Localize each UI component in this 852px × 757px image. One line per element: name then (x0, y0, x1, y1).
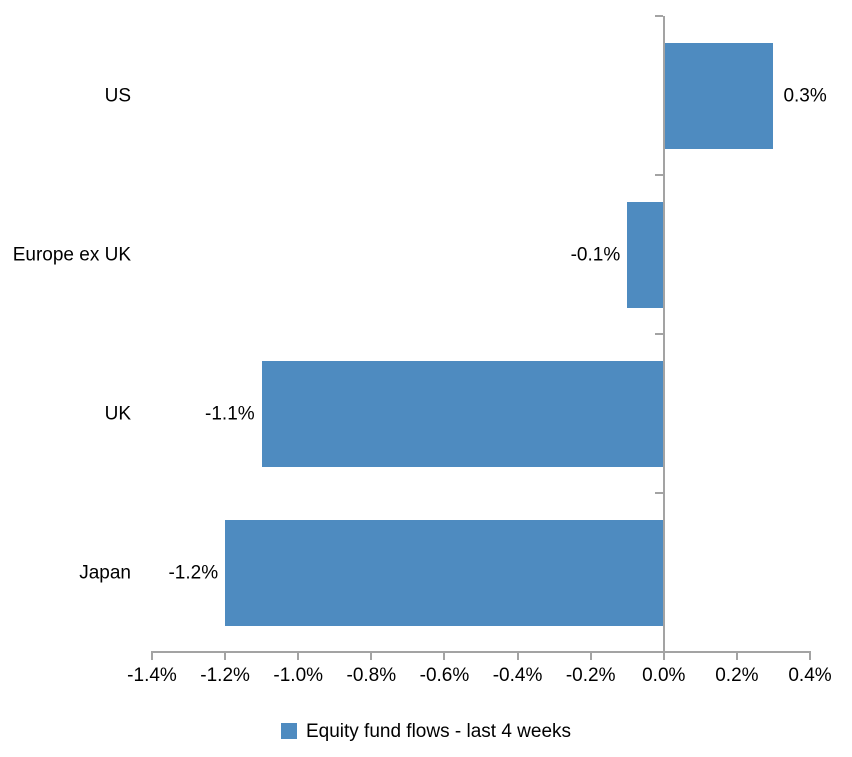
x-axis-tick-label: -0.6% (419, 665, 470, 686)
x-axis-line (151, 651, 811, 653)
data-label: -1.1% (205, 403, 255, 424)
bar-uk (261, 360, 664, 467)
x-axis-tick (151, 652, 153, 660)
x-axis-tick-label: 0.0% (642, 665, 686, 686)
category-axis-tick (654, 492, 663, 494)
x-axis-tick (516, 652, 519, 660)
data-label: 0.3% (783, 85, 827, 106)
category-label: UK (104, 403, 131, 424)
category-axis-tick (654, 15, 663, 17)
x-axis-tick-label: -1.4% (127, 665, 177, 686)
x-axis-tick-label: -0.2% (565, 665, 616, 686)
x-axis-tick-label: -0.8% (346, 665, 397, 686)
x-axis-tick (224, 652, 227, 660)
x-axis-tick-label: 0.4% (788, 665, 832, 686)
legend: Equity fund flows - last 4 weeks (0, 720, 852, 742)
x-axis-tick (662, 652, 665, 660)
x-axis-tick-label: -1.2% (200, 665, 250, 686)
category-label: US (104, 85, 131, 106)
x-axis-tick-label: -1.0% (273, 665, 324, 686)
bar-japan (225, 519, 664, 626)
category-label: Japan (79, 562, 131, 583)
x-axis-tick-label: -0.4% (492, 665, 543, 686)
category-label: Europe ex UK (12, 244, 131, 265)
bar-us (663, 42, 774, 149)
legend-swatch-icon (280, 723, 297, 739)
data-label: -1.2% (168, 562, 219, 583)
x-axis-tick (370, 652, 373, 660)
x-axis-tick (297, 652, 300, 660)
x-axis-tick (443, 652, 446, 660)
bar-europe-ex-uk (627, 201, 664, 308)
value-zero-axis-line (662, 16, 665, 660)
category-axis-tick (654, 333, 663, 335)
x-axis-tick (735, 652, 738, 660)
x-axis-tick (809, 652, 811, 660)
legend-label: Equity fund flows - last 4 weeks (305, 720, 572, 742)
x-axis-tick (589, 652, 592, 660)
x-axis-tick-label: 0.2% (715, 665, 759, 686)
data-label: -0.1% (570, 244, 621, 265)
category-axis-tick (654, 174, 663, 176)
